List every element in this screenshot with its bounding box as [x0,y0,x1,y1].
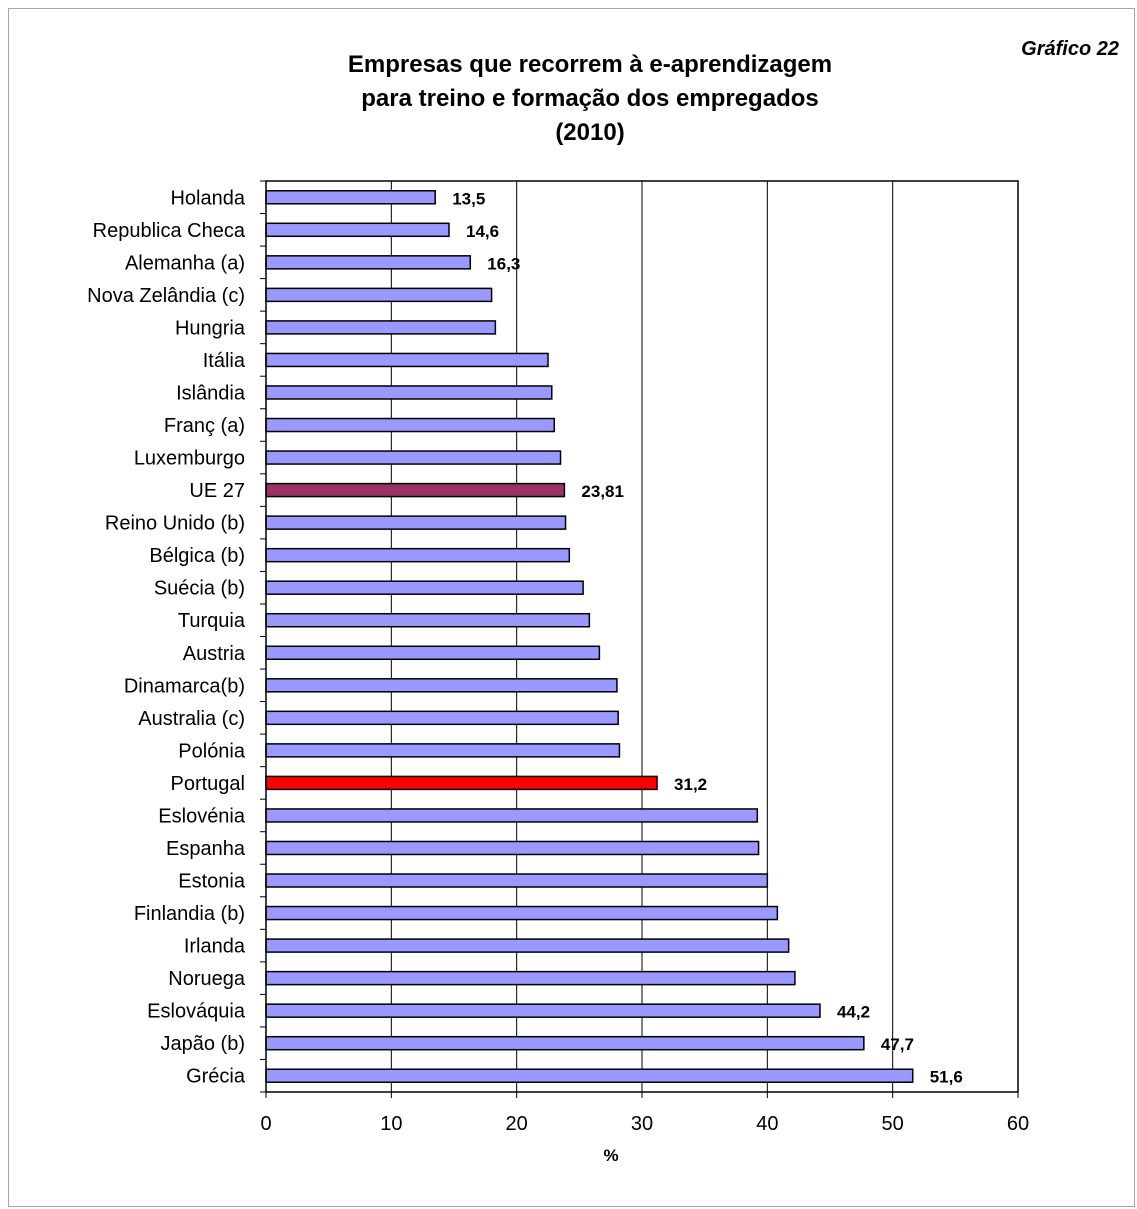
x-tick-label: 40 [756,1113,778,1135]
category-label: Austria [183,643,246,665]
bar-austria [265,645,601,661]
data-label: 31,2 [674,775,707,794]
bar-japão-b- [265,1035,865,1051]
data-label: 23,81 [581,482,624,501]
chart-title-line-2: para treino e formação dos empregados [361,85,819,112]
bar-eslováquia [265,1003,821,1018]
bar-suécia-b- [265,580,584,595]
figure-number: Gráfico 22 [1021,38,1119,60]
category-label: Franç (a) [164,415,245,437]
category-label: Islândia [176,382,246,404]
bar-espanha [265,840,760,856]
x-tick-label: 20 [506,1113,528,1135]
chart-title-line-1: Empresas que recorrem à e-aprendizagem [347,51,833,78]
data-label: 14,6 [466,222,499,241]
data-label: 13,5 [452,189,485,208]
bar-turquia [265,612,591,628]
category-label: Espanha [166,838,246,860]
bar-eslovénia [265,808,759,823]
category-label: Holanda [170,187,245,209]
bar-franç-a- [265,417,556,433]
bar-hungria [265,320,497,335]
category-label: Nova Zelândia (c) [87,285,245,307]
x-axis-title: % [603,1146,618,1165]
category-label: UE 27 [189,480,245,502]
bar-holanda [265,190,436,205]
chart-title-line-3: (2010) [555,119,625,146]
category-label: Estonia [178,871,246,893]
category-label: Itália [203,350,246,372]
category-label: Portugal [171,773,246,795]
bar-islândia [265,385,553,400]
bar-irlanda [265,938,790,953]
category-label: Bélgica (b) [149,545,245,567]
category-label: Alemanha (a) [125,252,245,274]
category-label: Luxemburgo [134,448,245,470]
bar-bélgica-b- [265,547,571,563]
x-tick-label: 0 [260,1113,271,1135]
category-label: Eslováquia [147,1001,246,1023]
bar-nova-zelândia-c- [265,287,493,303]
category-label: Irlanda [184,936,246,958]
category-label: Eslovénia [158,805,246,827]
bar-luxemburgo [265,450,562,465]
chart-title: Empresas que recorrem à e-aprendizagem p… [280,48,900,150]
bar-noruega [265,970,796,986]
x-tick-label: 30 [631,1113,653,1135]
bar-ue-27 [265,482,566,498]
bar-polónia [265,743,621,758]
bar-estonia [265,873,769,888]
bar-finlandia-b- [265,905,779,921]
category-label: Australia (c) [138,708,245,730]
category-label: Japão (b) [161,1033,246,1055]
category-label: Grécia [186,1066,246,1088]
category-label: Polónia [178,740,246,762]
category-label: Turquia [178,610,246,632]
data-label: 51,6 [930,1068,963,1087]
category-label: Reino Unido (b) [105,513,245,535]
category-label: Republica Checa [93,220,246,242]
chart-frame [8,8,1135,1207]
bar-reino-unido-b- [265,515,567,530]
data-label: 44,2 [837,1003,870,1022]
bar-portugal [265,775,658,791]
bar-grécia [265,1068,914,1083]
bar-republica-checa [265,222,450,238]
x-tick-label: 50 [882,1113,904,1135]
category-label: Noruega [168,968,246,990]
x-tick-label: 10 [380,1113,402,1135]
bar-alemanha-a- [265,255,472,270]
category-label: Dinamarca(b) [124,675,245,697]
data-label: 16,3 [487,254,520,273]
bar-australia-c- [265,710,619,726]
data-label: 47,7 [881,1035,914,1054]
category-label: Suécia (b) [154,578,245,600]
bar-itália [265,352,549,368]
x-tick-label: 60 [1007,1113,1029,1135]
category-label: Finlandia (b) [134,903,245,925]
bar-dinamarca-b- [265,678,618,693]
category-label: Hungria [175,317,246,339]
